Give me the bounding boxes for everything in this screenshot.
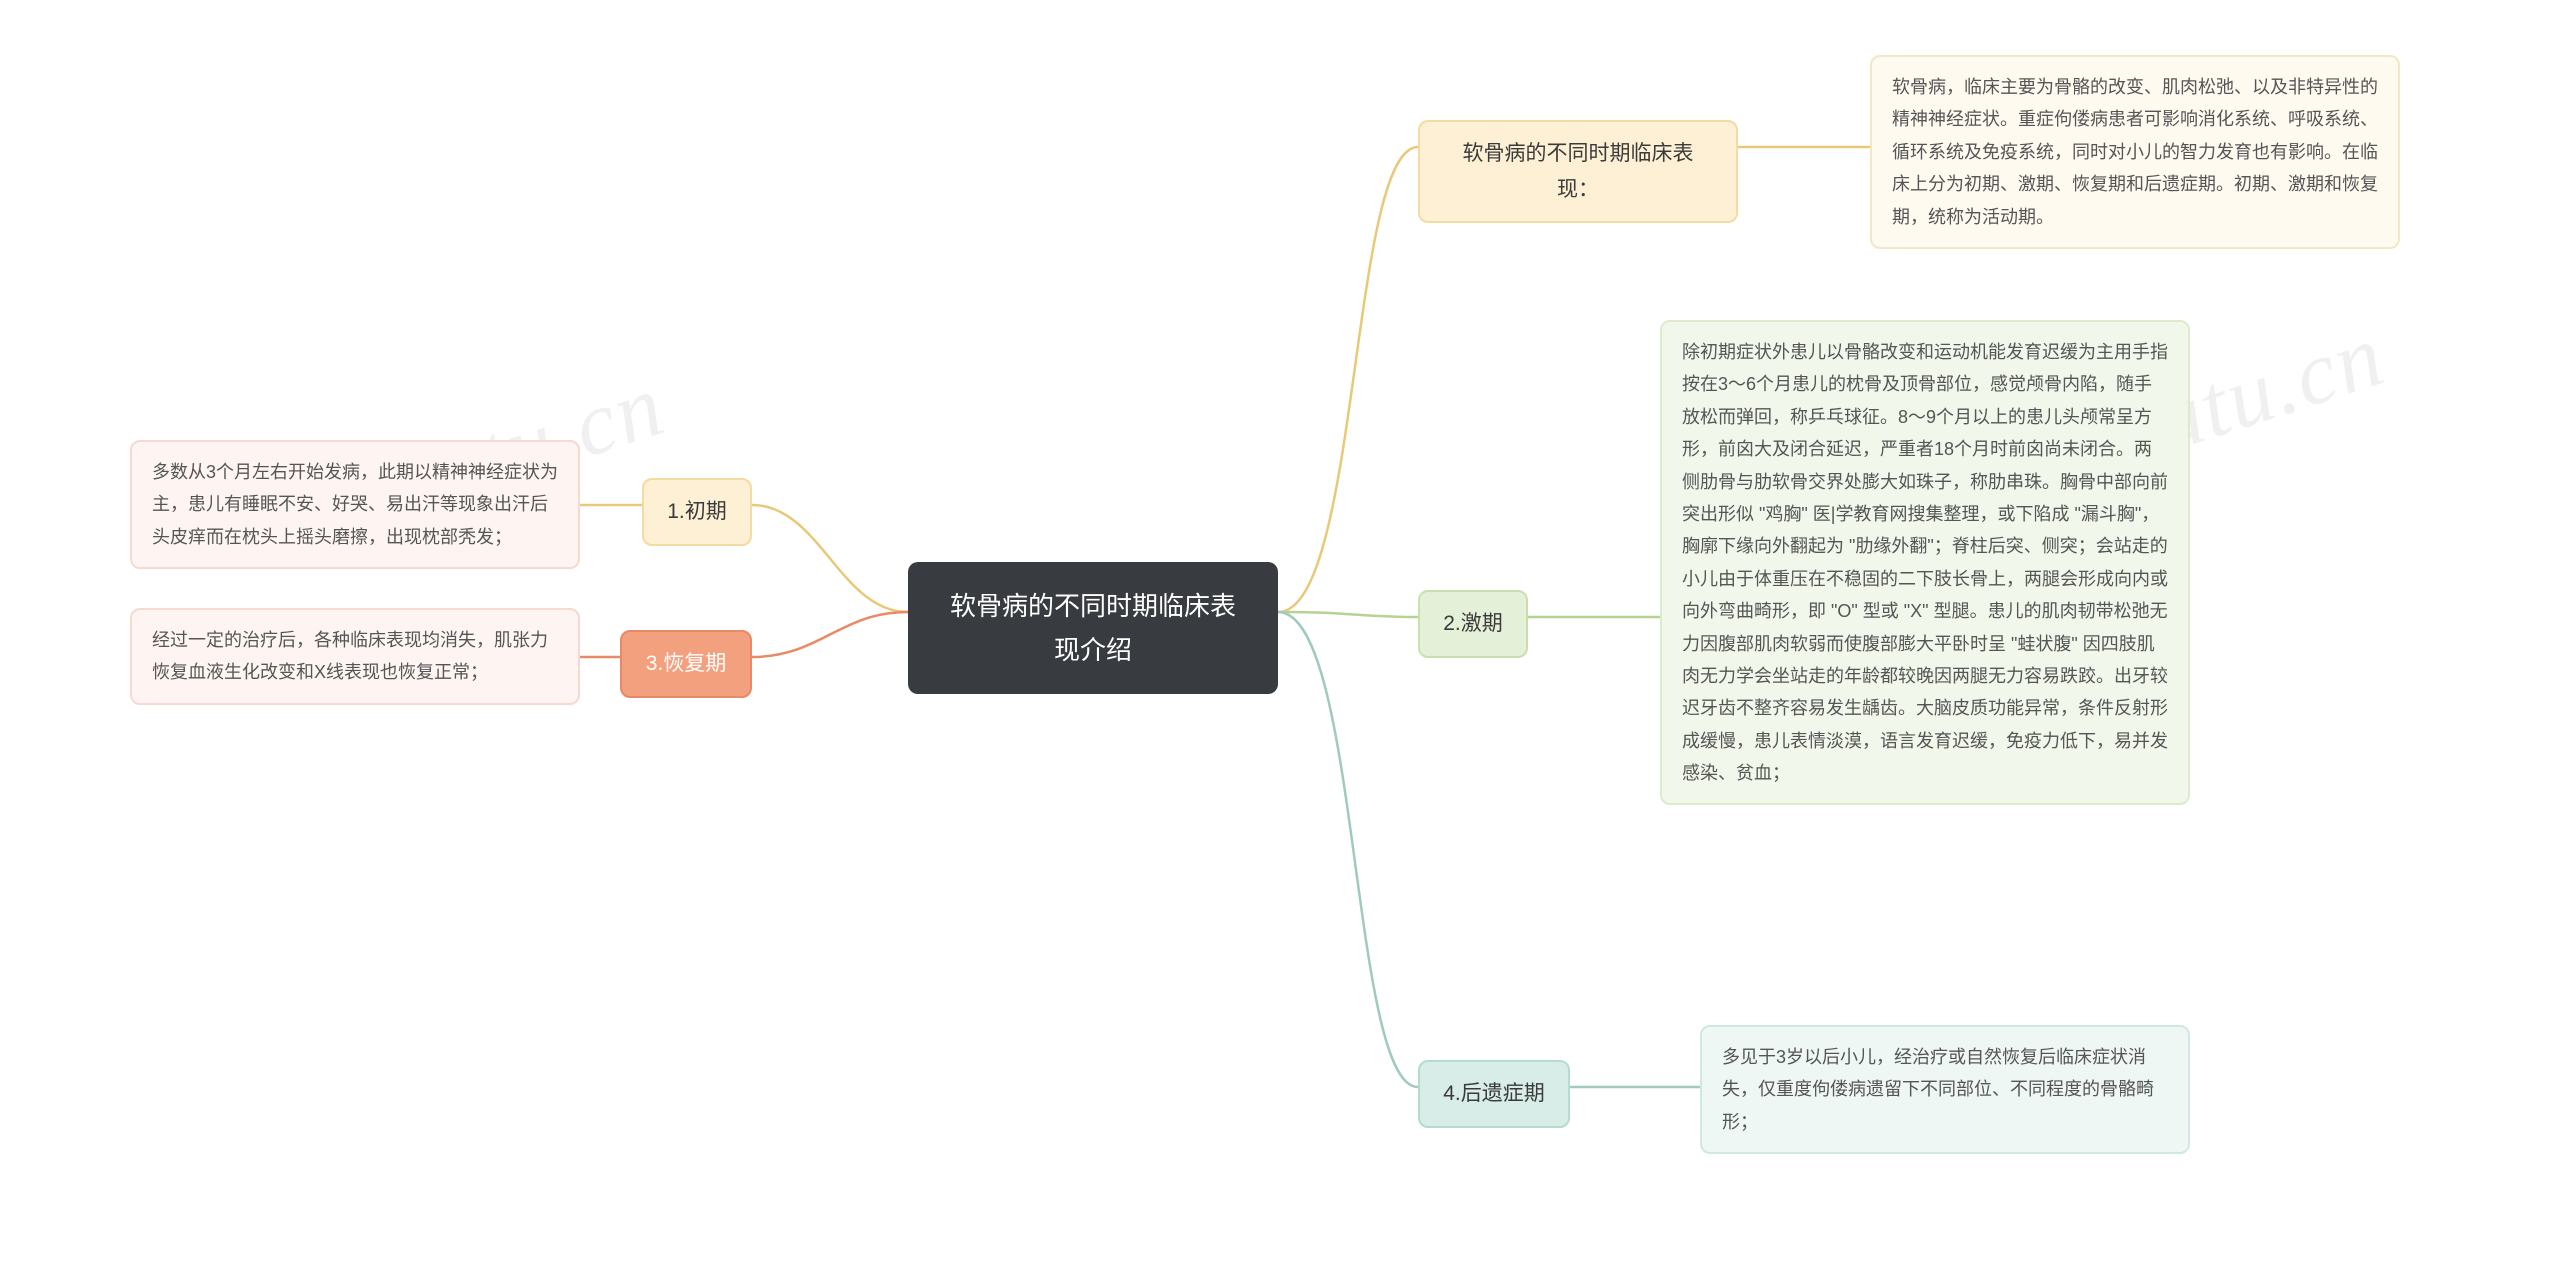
root-node[interactable]: 软骨病的不同时期临床表 现介绍 [908, 562, 1278, 694]
edge-root-b2 [1278, 612, 1418, 617]
edge-root-b3 [752, 612, 908, 657]
leaf-acute[interactable]: 除初期症状外患儿以骨骼改变和运动机能发育迟缓为主用手指按在3～6个月患儿的枕骨及… [1660, 320, 2190, 805]
edge-root-b1 [752, 505, 908, 612]
branch-sequelae[interactable]: 4.后遗症期 [1418, 1060, 1570, 1128]
edge-root-intro [1278, 147, 1418, 612]
leaf-text: 经过一定的治疗后，各种临床表现均消失，肌张力恢复血液生化改变和X线表现也恢复正常… [152, 624, 558, 689]
branch-initial[interactable]: 1.初期 [642, 478, 752, 546]
root-label: 软骨病的不同时期临床表 现介绍 [950, 584, 1236, 672]
leaf-intro[interactable]: 软骨病，临床主要为骨骼的改变、肌肉松弛、以及非特异性的精神神经症状。重症佝偻病患… [1870, 55, 2400, 249]
branch-intro[interactable]: 软骨病的不同时期临床表现： [1418, 120, 1738, 223]
branch-label: 1.初期 [667, 494, 727, 530]
leaf-recovery[interactable]: 经过一定的治疗后，各种临床表现均消失，肌张力恢复血液生化改变和X线表现也恢复正常… [130, 608, 580, 705]
branch-acute[interactable]: 2.激期 [1418, 590, 1528, 658]
mindmap-canvas: shutu.cn shutu.cn 软骨病的不同时期临床表 现介绍 1.初期 多… [0, 0, 2560, 1277]
leaf-text: 软骨病，临床主要为骨骼的改变、肌肉松弛、以及非特异性的精神神经症状。重症佝偻病患… [1892, 71, 2378, 233]
leaf-text: 多数从3个月左右开始发病，此期以精神神经症状为主，患儿有睡眠不安、好哭、易出汗等… [152, 456, 558, 553]
leaf-text: 除初期症状外患儿以骨骼改变和运动机能发育迟缓为主用手指按在3～6个月患儿的枕骨及… [1682, 336, 2168, 789]
branch-label: 3.恢复期 [646, 646, 727, 682]
leaf-text: 多见于3岁以后小儿，经治疗或自然恢复后临床症状消失，仅重度佝偻病遗留下不同部位、… [1722, 1041, 2168, 1138]
edge-root-b4 [1278, 612, 1418, 1087]
leaf-sequelae[interactable]: 多见于3岁以后小儿，经治疗或自然恢复后临床症状消失，仅重度佝偻病遗留下不同部位、… [1700, 1025, 2190, 1154]
leaf-initial[interactable]: 多数从3个月左右开始发病，此期以精神神经症状为主，患儿有睡眠不安、好哭、易出汗等… [130, 440, 580, 569]
branch-label: 2.激期 [1443, 606, 1503, 642]
branch-recovery[interactable]: 3.恢复期 [620, 630, 752, 698]
branch-label: 4.后遗症期 [1443, 1076, 1545, 1112]
branch-label: 软骨病的不同时期临床表现： [1442, 136, 1714, 207]
